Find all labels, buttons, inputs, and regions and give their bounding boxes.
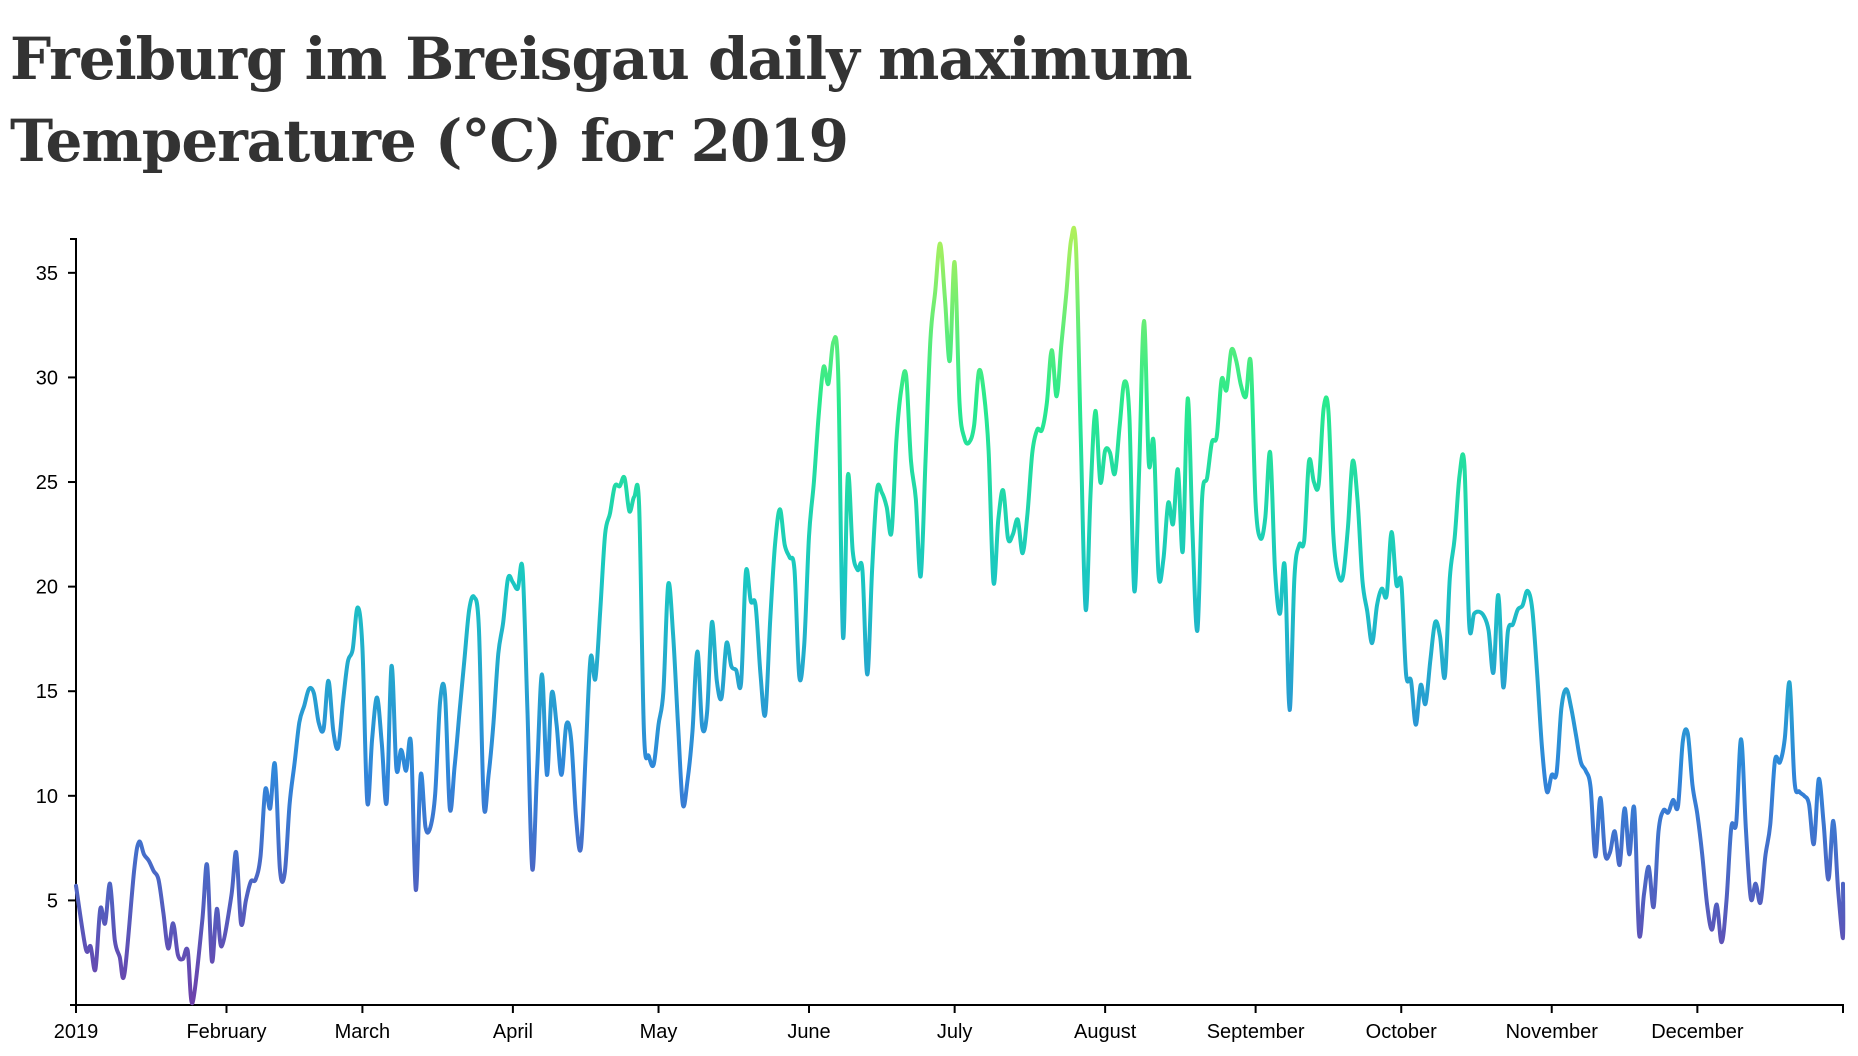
- x-tick-label: March: [335, 1021, 391, 1043]
- x-tick-label: February: [186, 1021, 266, 1043]
- chart-title: Freiburg im Breisgau daily maximum Tempe…: [10, 25, 1193, 175]
- x-tick-label: April: [493, 1021, 533, 1043]
- y-axis-line: [70, 238, 77, 1006]
- x-tick-label: December: [1651, 1021, 1744, 1043]
- x-axis-line: [75, 1004, 1844, 1011]
- x-tick-label: September: [1207, 1021, 1305, 1043]
- x-tick-label: June: [787, 1021, 830, 1043]
- x-axis: 2019 February March April May June July August S…: [54, 1004, 1844, 1043]
- y-tick-label: 15: [36, 681, 58, 703]
- y-tick-label: 10: [36, 786, 58, 808]
- x-tick-label: 2019: [54, 1021, 99, 1043]
- x-tick-label: November: [1506, 1021, 1599, 1043]
- y-tick-label: 35: [36, 263, 58, 285]
- y-tick-label: 5: [47, 890, 58, 912]
- x-tick-label: October: [1366, 1021, 1437, 1043]
- y-axis: 5 10 15 20 25 30 35: [36, 238, 77, 1006]
- x-tick-label: May: [640, 1021, 678, 1043]
- y-tick-label: 20: [36, 577, 58, 599]
- y-tick-label: 30: [36, 367, 58, 389]
- temperature-series-line: [74, 225, 1846, 1005]
- y-tick-label: 25: [36, 472, 58, 494]
- x-tick-label: July: [937, 1021, 973, 1043]
- x-tick-label: August: [1074, 1021, 1137, 1043]
